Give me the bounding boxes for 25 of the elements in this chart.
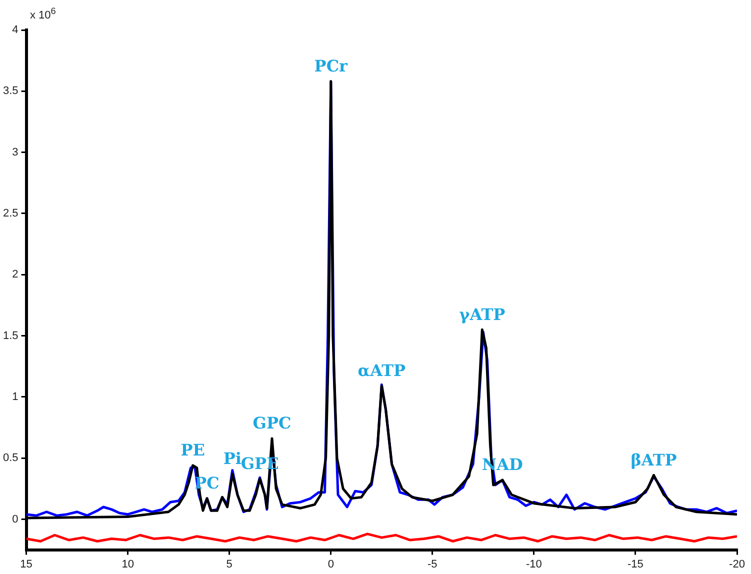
y-tick-label: 3 bbox=[12, 146, 18, 158]
x-tick-label: -15 bbox=[628, 558, 644, 570]
x-tick-label: 15 bbox=[20, 558, 32, 570]
x-tick-label: 10 bbox=[122, 558, 134, 570]
y-tick-label: 1.5 bbox=[2, 330, 18, 342]
annotation: GPC bbox=[252, 414, 292, 433]
annotation: Pi bbox=[223, 449, 242, 468]
y-tick-label: 2 bbox=[12, 268, 18, 281]
annotation: PE bbox=[180, 440, 205, 460]
x-tick-label: -5 bbox=[428, 558, 438, 570]
annotation: αATP bbox=[358, 361, 406, 380]
y-tick-label: 0 bbox=[12, 513, 18, 526]
y-tick-label: 0.5 bbox=[2, 452, 18, 464]
x-tick-label: 5 bbox=[226, 558, 232, 570]
text: x 10$^{6}$ bbox=[30, 6, 56, 22]
x-tick-label: 0 bbox=[328, 558, 334, 570]
annotation: PCr bbox=[314, 56, 348, 76]
x-tick-label: -20 bbox=[729, 558, 745, 570]
y-tick-label: 3.5 bbox=[2, 85, 18, 98]
annotation: γATP bbox=[459, 304, 506, 324]
y-tick-label: 4 bbox=[12, 24, 18, 36]
y-tick-label: 1 bbox=[12, 390, 18, 403]
x-tick-label: -10 bbox=[526, 558, 542, 570]
y-tick-label: 2.5 bbox=[2, 207, 18, 220]
annotation: βATP bbox=[630, 450, 677, 470]
